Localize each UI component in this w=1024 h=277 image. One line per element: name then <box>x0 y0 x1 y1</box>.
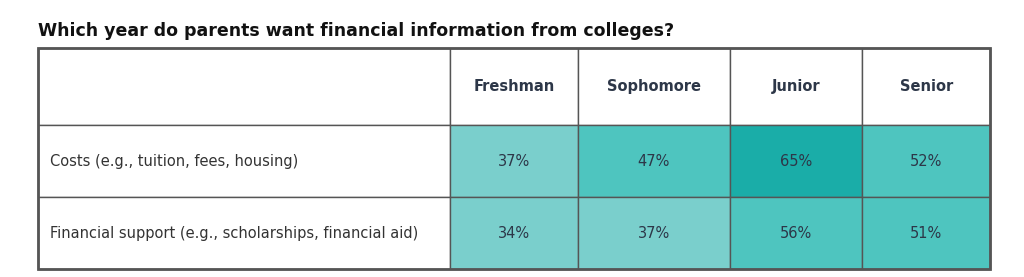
Text: 65%: 65% <box>780 154 812 169</box>
Bar <box>730 48 862 125</box>
Bar <box>578 48 730 125</box>
Text: Costs (e.g., tuition, fees, housing): Costs (e.g., tuition, fees, housing) <box>50 154 298 169</box>
Bar <box>862 48 990 125</box>
Text: 47%: 47% <box>638 154 670 169</box>
Bar <box>38 125 451 197</box>
Text: 34%: 34% <box>498 225 530 241</box>
Bar <box>38 197 451 269</box>
Bar <box>451 48 578 125</box>
Bar <box>451 197 578 269</box>
Bar <box>578 197 730 269</box>
Bar <box>578 125 730 197</box>
Bar <box>862 125 990 197</box>
Text: Financial support (e.g., scholarships, financial aid): Financial support (e.g., scholarships, f… <box>50 225 418 241</box>
Text: Which year do parents want financial information from colleges?: Which year do parents want financial inf… <box>38 22 674 40</box>
Text: 56%: 56% <box>780 225 812 241</box>
Text: Freshman: Freshman <box>473 79 555 94</box>
Bar <box>862 197 990 269</box>
Text: Sophomore: Sophomore <box>607 79 700 94</box>
Text: 37%: 37% <box>498 154 530 169</box>
Text: 52%: 52% <box>910 154 942 169</box>
Bar <box>38 48 451 125</box>
Bar <box>730 125 862 197</box>
Bar <box>451 125 578 197</box>
Text: Junior: Junior <box>772 79 820 94</box>
Bar <box>38 48 990 269</box>
Text: 51%: 51% <box>910 225 942 241</box>
Text: Senior: Senior <box>899 79 952 94</box>
Bar <box>730 197 862 269</box>
Text: 37%: 37% <box>638 225 670 241</box>
